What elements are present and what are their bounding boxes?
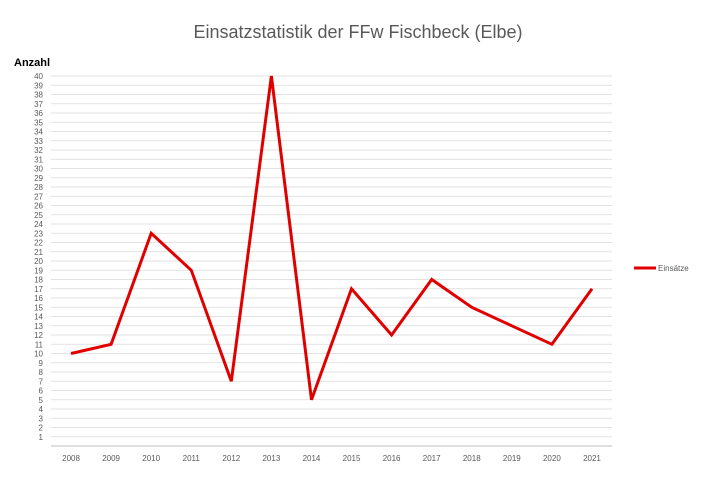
y-tick-label-26: 26 [34,202,43,211]
x-tick-label-2020: 2020 [543,454,561,463]
y-tick-label-6: 6 [39,387,44,396]
x-tick-label-2016: 2016 [383,454,401,463]
y-tick-label-4: 4 [39,405,44,414]
x-tick-label-2014: 2014 [303,454,321,463]
y-tick-label-7: 7 [39,377,44,386]
y-tick-label-28: 28 [34,183,43,192]
y-tick-label-8: 8 [39,368,44,377]
y-tick-label-19: 19 [34,266,43,275]
y-tick-label-27: 27 [34,192,43,201]
x-tick-label-2012: 2012 [222,454,240,463]
y-tick-label-32: 32 [34,146,43,155]
y-tick-label-1: 1 [39,433,44,442]
y-tick-label-17: 17 [34,285,43,294]
y-tick-label-34: 34 [34,128,43,137]
y-tick-label-40: 40 [34,72,43,81]
y-tick-label-24: 24 [34,220,43,229]
y-tick-label-11: 11 [35,340,44,349]
x-tick-label-2019: 2019 [503,454,521,463]
y-tick-label-22: 22 [34,239,43,248]
y-tick-label-9: 9 [39,359,44,368]
y-tick-label-30: 30 [34,165,43,174]
gridlines [51,75,612,447]
y-tick-labels: 1234567891011121314151617181920212223242… [34,72,43,442]
y-tick-label-3: 3 [39,414,44,423]
x-tick-label-2013: 2013 [262,454,280,463]
x-tick-labels: 2008 2009 2010 2011 2012 2013 2014 2015 2016 2017… [62,454,601,463]
y-axis-label: Anzahl [14,57,50,69]
series-layer [70,75,594,401]
y-tick-label-13: 13 [34,322,43,331]
x-tick-label-2018: 2018 [463,454,481,463]
y-tick-label-21: 21 [34,248,43,257]
y-tick-label-23: 23 [34,229,43,238]
y-tick-label-37: 37 [34,100,43,109]
y-tick-label-12: 12 [34,331,43,340]
y-tick-label-18: 18 [34,276,43,285]
x-tick-label-2008: 2008 [62,454,80,463]
y-tick-label-16: 16 [34,294,43,303]
y-tick-label-25: 25 [34,211,43,220]
y-tick-label-39: 39 [34,81,43,90]
x-tick-label-2015: 2015 [343,454,361,463]
y-tick-label-10: 10 [34,350,43,359]
x-tick-label-2017: 2017 [423,454,441,463]
x-tick-label-2011: 2011 [183,454,201,463]
x-tick-label-2009: 2009 [102,454,120,463]
y-tick-label-33: 33 [34,137,43,146]
y-tick-label-35: 35 [34,118,43,127]
y-tick-label-14: 14 [34,313,43,322]
legend-label-0: Einsätze [658,264,689,273]
legend: Einsätze [634,264,689,273]
y-tick-label-31: 31 [34,155,43,164]
series-line-0 [70,75,594,401]
chart-title: Einsatzstatistik der FFw Fischbeck (Elbe… [193,22,522,42]
y-tick-label-15: 15 [34,303,43,312]
y-tick-label-5: 5 [39,396,44,405]
y-tick-label-36: 36 [34,109,43,118]
y-tick-label-2: 2 [39,424,44,433]
y-tick-label-38: 38 [34,91,43,100]
x-tick-label-2010: 2010 [142,454,160,463]
y-tick-label-20: 20 [34,257,43,266]
y-tick-label-29: 29 [34,174,43,183]
x-tick-label-2021: 2021 [583,454,601,463]
